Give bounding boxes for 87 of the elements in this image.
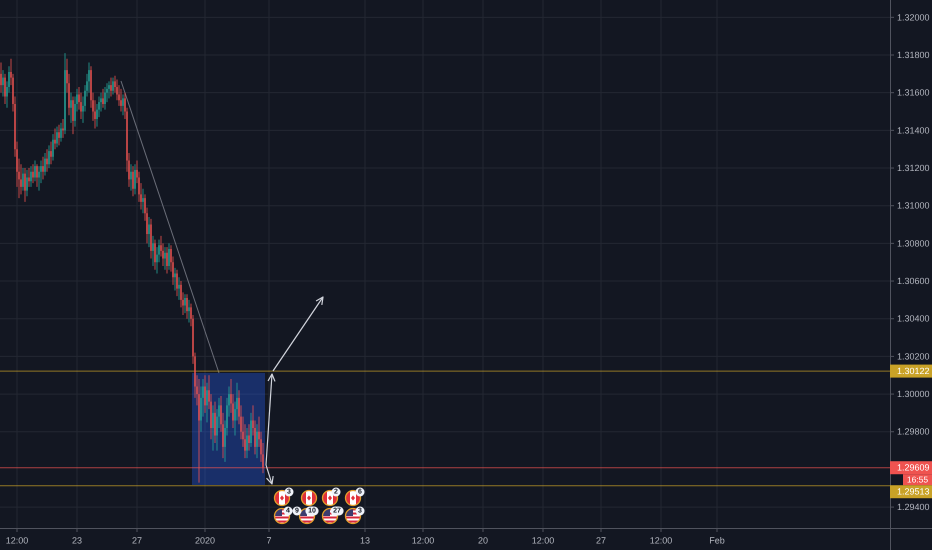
y-tick-label: 1.31800 — [897, 50, 930, 60]
candlestick — [4, 74, 6, 104]
x-tick-label: 13 — [360, 536, 370, 546]
candlestick — [30, 166, 32, 187]
candlestick — [32, 164, 34, 184]
candlestick — [48, 145, 50, 168]
x-tick-label: 12:00 — [532, 536, 554, 546]
candlestick — [152, 236, 154, 266]
candlestick — [52, 134, 54, 160]
candlestick — [62, 119, 64, 138]
candlestick — [88, 62, 90, 93]
y-tick-label: 1.30600 — [897, 276, 930, 286]
candlestick — [58, 124, 60, 146]
candlestick — [166, 247, 168, 274]
candlestick — [28, 168, 30, 187]
candlestick — [248, 424, 250, 451]
candlestick — [120, 88, 122, 112]
candlestick — [0, 62, 2, 93]
candlestick — [246, 428, 248, 458]
candlestick — [22, 168, 24, 191]
y-tick-label: 1.30000 — [897, 389, 930, 400]
candlestick — [188, 300, 190, 322]
ref-line-label: 1.30122 — [897, 366, 930, 376]
candlestick — [46, 149, 48, 172]
candlestick — [206, 382, 208, 422]
candlestick — [184, 294, 186, 314]
x-tick-label: 12:00 — [412, 536, 434, 546]
candlestick — [134, 164, 136, 194]
x-tick-label: 23 — [72, 536, 82, 546]
candlestick — [56, 126, 58, 148]
y-tick-label: 1.29400 — [897, 502, 930, 512]
y-tick-label: 1.30200 — [897, 351, 930, 362]
candlestick — [250, 412, 252, 447]
candlestick — [150, 218, 152, 258]
x-tick-label: 20 — [478, 536, 488, 546]
candlestick — [42, 156, 44, 180]
candlestick — [60, 122, 62, 142]
candlestick — [50, 142, 52, 164]
y-tick-label: 1.30800 — [897, 238, 930, 248]
candlestick — [174, 268, 176, 290]
candlestick — [256, 424, 258, 458]
candlestick — [26, 170, 28, 196]
candlestick — [212, 405, 214, 451]
candlestick — [36, 164, 38, 187]
candlestick — [176, 270, 178, 296]
y-tick-label: 1.31200 — [897, 163, 930, 174]
candlestick — [64, 53, 66, 134]
text: 16:55 — [906, 474, 928, 485]
y-tick-label: 1.29800 — [897, 426, 930, 437]
candlestick — [102, 88, 104, 108]
candlestick — [54, 128, 56, 150]
y-tick-label: 1.31400 — [897, 125, 930, 136]
candlestick — [148, 217, 150, 248]
x-tick-label: 12:00 — [6, 536, 28, 546]
candlestick — [24, 168, 26, 202]
y-tick-label: 1.31000 — [897, 200, 930, 211]
y-tick-label: 1.31600 — [897, 88, 930, 98]
y-tick-label: 1.30400 — [897, 314, 930, 324]
candlestick — [122, 94, 124, 116]
y-tick-label: 1.32000 — [897, 12, 930, 22]
x-tick-label: 12:00 — [650, 536, 672, 546]
candlestick — [34, 160, 36, 182]
candlestick — [70, 92, 72, 123]
ref-line-label: 1.29513 — [897, 486, 930, 497]
x-tick-label: 27 — [596, 536, 606, 546]
candlestick — [132, 166, 134, 196]
candlestick — [108, 81, 110, 98]
x-tick-label: 7 — [266, 536, 272, 546]
candlestick — [154, 240, 156, 270]
candlestick — [168, 243, 170, 270]
candlestick — [130, 164, 132, 191]
candlestick — [44, 152, 46, 176]
candlestick — [2, 70, 4, 96]
x-tick-label: 2020 — [194, 536, 216, 546]
candlestick — [72, 96, 74, 134]
candlestick — [204, 375, 206, 413]
x-tick-label: 27 — [132, 536, 142, 546]
candlestick — [178, 277, 180, 300]
candlestick — [112, 78, 114, 95]
candlestick — [186, 294, 188, 319]
x-tick-label: Feb — [709, 536, 725, 546]
candlestick — [142, 188, 144, 214]
candlestick — [164, 247, 166, 270]
candlestick — [214, 402, 216, 444]
candlestick — [110, 78, 112, 96]
ref-line-label: 1.29609 — [897, 462, 930, 473]
candlestick — [104, 87, 106, 110]
